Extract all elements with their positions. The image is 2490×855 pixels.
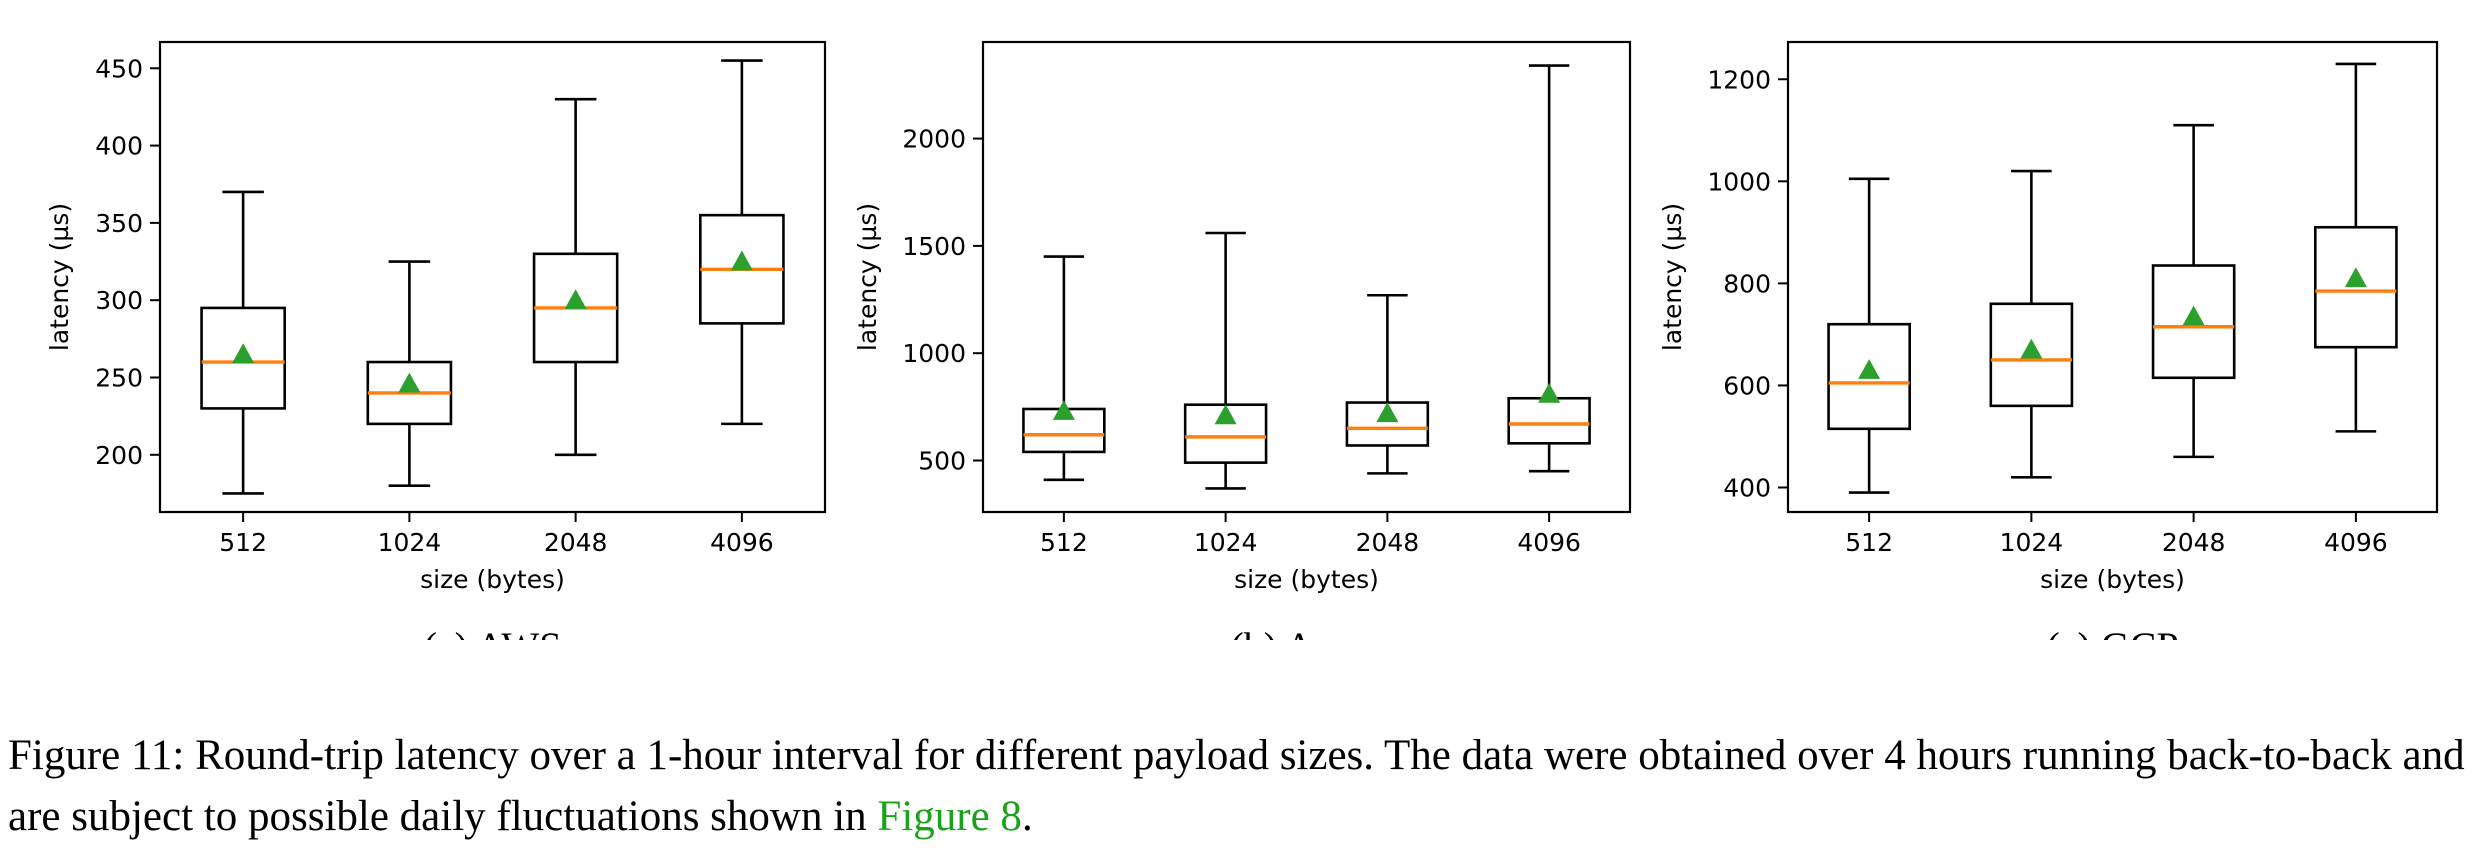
box-4096 — [699, 59, 785, 426]
y-tick-label: 200 — [95, 441, 143, 470]
y-tick-label: 400 — [1723, 474, 1771, 503]
x-tick-label: 1024 — [378, 528, 442, 557]
y-tick-label: 400 — [95, 132, 143, 161]
iqr-box — [200, 306, 286, 410]
x-tick-label: 2048 — [544, 528, 608, 557]
figure-caption: Figure 11: Round-trip latency over a 1-h… — [8, 725, 2483, 847]
x-tick-label: 512 — [1845, 528, 1893, 557]
box-512 — [1827, 177, 1911, 494]
box-512 — [1022, 255, 1106, 482]
x-tick-label: 4096 — [2324, 528, 2388, 557]
y-tick-label: 500 — [918, 446, 966, 475]
subcaption: (b) Azure — [1230, 624, 1382, 640]
chart-panel-2: 500 1000 1500 2000 512 1024 2048 4096 size (byte… — [853, 40, 1632, 640]
x-axis-label: size (bytes) — [420, 565, 565, 594]
y-tick-label: 300 — [95, 286, 143, 315]
y-tick-label: 250 — [95, 363, 143, 392]
y-tick-label: 1200 — [1707, 65, 1771, 94]
iqr-box — [1507, 396, 1591, 445]
mean-marker — [2182, 305, 2205, 326]
y-axis-label: latency (µs) — [45, 203, 74, 351]
mean-marker — [1376, 402, 1399, 423]
y-tick-label: 2000 — [902, 125, 966, 154]
x-tick-label: 512 — [1040, 528, 1088, 557]
x-tick-label: 4096 — [710, 528, 774, 557]
figure-8-link[interactable]: Figure 8 — [877, 793, 1022, 840]
mean-marker — [398, 372, 421, 393]
mean-marker — [1214, 404, 1237, 425]
caption-text: Figure 11: Round-trip latency over a 1-h… — [8, 732, 2465, 840]
mean-marker — [1538, 382, 1561, 403]
box-plot-figure: 200 250 300 350 400 450 512 1024 2048 4096 size (b… — [45, 40, 2439, 640]
x-tick-label: 512 — [219, 528, 267, 557]
chart-panel-3: 400 600 800 1000 1200 512 1024 2048 4096 size (by… — [1658, 40, 2439, 640]
box-2048 — [532, 97, 619, 457]
plot-frame — [1786, 40, 2439, 514]
box-512 — [200, 190, 286, 495]
mean-marker — [2344, 267, 2367, 288]
y-tick-label: 600 — [1723, 371, 1771, 400]
caption-end: . — [1021, 793, 1033, 840]
y-axis-label: latency (µs) — [1658, 203, 1687, 351]
y-tick-label: 800 — [1723, 269, 1771, 298]
y-tick-label: 1500 — [902, 232, 966, 261]
y-axis-label: latency (µs) — [853, 203, 882, 351]
iqr-box — [1827, 322, 1911, 431]
chart-panel-1: 200 250 300 350 400 450 512 1024 2048 4096 size (b… — [45, 40, 827, 640]
iqr-box — [2314, 225, 2398, 349]
x-tick-label: 4096 — [1517, 528, 1581, 557]
mean-marker — [1858, 359, 1881, 379]
subcaption: (a) AWS — [424, 624, 562, 640]
box-1024 — [1989, 169, 2074, 479]
mean-marker — [1052, 400, 1075, 420]
y-tick-label: 1000 — [1707, 167, 1771, 196]
y-tick-label: 350 — [95, 209, 143, 238]
x-axis-label: size (bytes) — [2040, 565, 2185, 594]
box-2048 — [2151, 123, 2236, 459]
y-tick-label: 1000 — [902, 339, 966, 368]
box-1024 — [1183, 231, 1268, 490]
box-4096 — [1507, 64, 1591, 473]
mean-marker — [232, 343, 255, 364]
box-2048 — [1345, 293, 1430, 475]
x-tick-label: 2048 — [1356, 528, 1420, 557]
mean-marker — [2020, 338, 2043, 359]
x-tick-label: 2048 — [2162, 528, 2226, 557]
iqr-box — [1989, 302, 2074, 408]
subcaption: (c) GCP — [2046, 624, 2178, 640]
plot-frame — [981, 40, 1632, 514]
plot-frame — [158, 40, 827, 514]
iqr-box — [2151, 264, 2236, 380]
y-tick-label: 450 — [95, 54, 143, 83]
x-axis-label: size (bytes) — [1234, 565, 1379, 594]
mean-marker — [564, 289, 587, 309]
box-1024 — [366, 260, 453, 488]
box-4096 — [2314, 62, 2398, 433]
x-tick-label: 1024 — [1194, 528, 1258, 557]
x-tick-label: 1024 — [2000, 528, 2064, 557]
mean-marker — [730, 250, 753, 271]
